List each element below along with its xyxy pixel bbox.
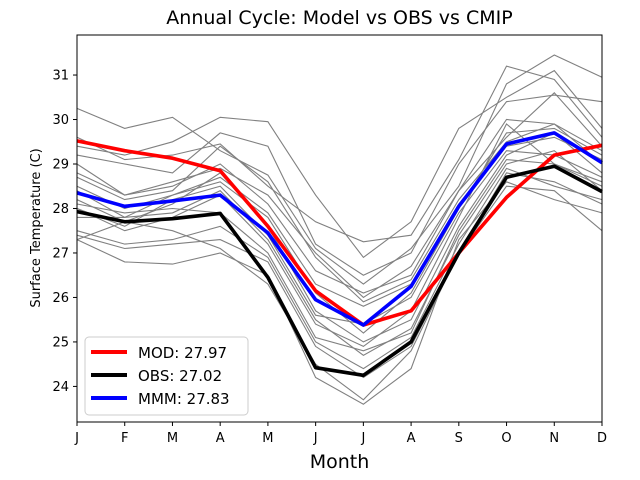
y-axis-label: Surface Temperature (C) <box>29 148 44 307</box>
x-tick-label-7: J <box>360 431 365 446</box>
y-tick-label-26: 26 <box>52 291 69 306</box>
x-tick-label-5: M <box>262 431 273 446</box>
x-tick-label-2: F <box>121 431 128 446</box>
ensemble-line-11 <box>76 167 603 370</box>
x-tick-label-6: J <box>313 431 318 446</box>
series-line-mod <box>76 139 603 327</box>
legend-box <box>84 336 249 416</box>
series-line-mmm <box>76 131 603 327</box>
x-tick-label-10: O <box>501 431 511 446</box>
ensemble-line-1 <box>76 54 603 285</box>
x-tick-label-9: S <box>455 431 463 446</box>
y-tick-label-27: 27 <box>52 246 69 261</box>
y-tick-label-25: 25 <box>52 335 69 350</box>
y-tick-label-29: 29 <box>52 158 69 173</box>
ensemble-line-5 <box>76 92 603 294</box>
y-axis: 24 25 26 27 28 29 30 31 <box>52 69 77 395</box>
y-tick-label-28: 28 <box>52 202 69 217</box>
ensemble-line-16 <box>76 136 603 307</box>
x-tick-label-4: A <box>216 431 225 446</box>
x-tick-label-3: M <box>167 431 178 446</box>
y-tick-label-30: 30 <box>52 113 69 128</box>
ensemble-line-6 <box>76 123 603 303</box>
ensemble-line-18 <box>76 159 603 352</box>
legend-label-mmm: MMM: 27.83 <box>138 390 230 408</box>
plot-frame <box>76 34 603 423</box>
ensemble-line-3 <box>76 69 603 259</box>
legend: MOD: 27.97 OBS: 27.02 MMM: 27.83 <box>84 336 249 416</box>
x-axis-label: Month <box>310 451 370 473</box>
x-tick-label-1: J <box>74 431 79 446</box>
ensemble-line-17 <box>76 118 603 299</box>
ensemble-line-13 <box>76 181 603 405</box>
x-tick-label-11: N <box>549 431 559 446</box>
ensemble-line-4 <box>76 94 603 276</box>
chart-title: Annual Cycle: Model vs OBS vs CMIP <box>166 7 512 29</box>
legend-label-obs: OBS: 27.02 <box>138 367 222 385</box>
legend-label-mod: MOD: 27.97 <box>138 344 227 362</box>
y-tick-label-24: 24 <box>52 380 69 395</box>
y-tick-label-31: 31 <box>52 69 69 84</box>
ensemble-line-10 <box>77 150 603 356</box>
x-tick-label-8: A <box>407 431 416 446</box>
series-line-obs <box>76 164 603 378</box>
x-tick-label-12: D <box>597 431 607 446</box>
ensemble-line-15 <box>76 150 603 325</box>
ensemble-line-14 <box>76 185 603 401</box>
series-lines <box>76 131 603 378</box>
